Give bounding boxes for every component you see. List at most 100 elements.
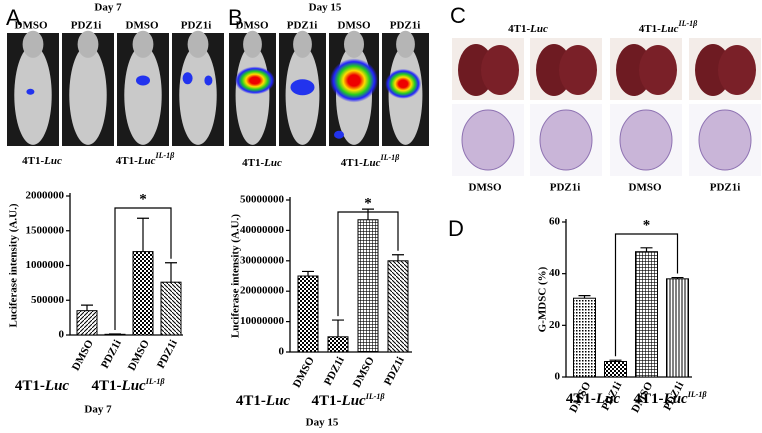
treatment-label: PDZ1i: [181, 20, 212, 32]
signal: [136, 75, 150, 86]
y-tick-label: 1000000: [26, 259, 65, 271]
label-part: Luc: [341, 393, 367, 409]
x-tick-label: PDZ1i: [99, 338, 124, 371]
section: [539, 109, 593, 171]
label-part: 4T1-: [242, 157, 264, 169]
panel-title: Day 15: [309, 2, 342, 14]
y-tick-label: 40: [549, 267, 561, 279]
group-label: 4T1-LucIL-1β: [312, 392, 386, 410]
label-part: Luc: [362, 157, 381, 169]
y-tick-label: 0: [555, 371, 561, 383]
label-superscript: IL-1β: [365, 392, 386, 401]
error-bar: [302, 270, 314, 276]
bar: [604, 361, 627, 378]
treatment-label: DMSO: [338, 20, 371, 32]
mouse-body: [179, 45, 217, 145]
panel-title: Day 7: [94, 2, 122, 14]
label-superscript: IL-1β: [379, 153, 400, 162]
mouse-body: [124, 45, 162, 145]
label-part: Luc: [137, 155, 156, 167]
bar: [297, 275, 319, 353]
y-tick-label: 2000000: [26, 190, 65, 202]
label-superscript: IL-1β: [154, 151, 175, 160]
panel-letter: B: [228, 5, 243, 30]
bar: [132, 251, 154, 336]
significance-label: *: [364, 195, 372, 211]
section: [619, 109, 673, 171]
significance-bracket: [614, 233, 679, 357]
bar: [573, 297, 596, 378]
panel-letter: C: [450, 3, 466, 28]
significance-label: *: [139, 191, 147, 207]
treatment-label: PDZ1i: [71, 20, 102, 32]
mouse-body: [14, 45, 52, 145]
lung: [718, 45, 756, 95]
treatment-label: DMSO: [469, 182, 502, 194]
label-part: 4T1-: [15, 378, 45, 394]
label-part: Luc: [265, 393, 291, 409]
group-label: 4T1-LucIL-1β: [92, 377, 166, 395]
label-part: Luc: [595, 391, 621, 407]
bar: [357, 219, 379, 353]
x-axis-label: Day 15: [306, 417, 339, 429]
label-part: Luc: [660, 23, 679, 35]
label-part: 4T1-: [508, 23, 530, 35]
treatment-label: DMSO: [236, 20, 269, 32]
signal: [26, 88, 35, 95]
label-part: Luc: [263, 157, 282, 169]
label-superscript: IL-1β: [145, 377, 166, 386]
x-tick-label: DMSO: [291, 355, 317, 390]
y-axis-label: Luciferase intensity (A.U.): [230, 214, 242, 338]
group-label: 4T1-LucIL-1β: [341, 153, 400, 169]
label-part: 4T1-: [22, 155, 44, 167]
bar: [327, 336, 349, 353]
section: [698, 109, 752, 171]
signal: [290, 79, 315, 96]
panel-letter: D: [448, 216, 464, 241]
treatment-label: DMSO: [629, 182, 662, 194]
label-superscript: IL-1β: [677, 19, 698, 28]
error-bar: [137, 217, 149, 252]
y-tick-label: 20000000: [240, 285, 285, 297]
mouse-head: [77, 30, 99, 58]
label-part: Luc: [663, 391, 689, 407]
group-label: 4T1-Luc: [508, 23, 548, 35]
mouse-head: [132, 30, 154, 58]
treatment-label: PDZ1i: [287, 20, 318, 32]
label-part: Luc: [43, 155, 62, 167]
mouse-body: [235, 45, 270, 145]
group-label: 4T1-Luc: [236, 393, 291, 409]
signal: [334, 130, 344, 139]
label-part: 4T1-: [639, 23, 661, 35]
error-bar: [578, 295, 591, 299]
y-tick-label: 50000000: [240, 194, 285, 206]
section: [461, 109, 515, 171]
mouse-body: [69, 45, 107, 145]
treatment-label: PDZ1i: [390, 20, 421, 32]
signal: [330, 58, 378, 103]
x-tick-label: DMSO: [351, 355, 377, 390]
group-label: 4T1-Luc: [566, 391, 621, 407]
label-part: 4T1-: [312, 393, 342, 409]
label-part: 4T1-: [92, 378, 122, 394]
mouse-head: [22, 30, 44, 58]
label-part: 4T1-: [236, 393, 266, 409]
label-superscript: IL-1β: [687, 390, 708, 399]
bar: [666, 278, 689, 378]
error-bar: [362, 208, 374, 220]
x-tick-label: PDZ1i: [322, 355, 347, 388]
treatment-label: DMSO: [126, 20, 159, 32]
label-part: Luc: [529, 23, 548, 35]
y-tick-label: 10000000: [240, 315, 285, 327]
error-bar: [165, 262, 177, 283]
group-label: 4T1-Luc: [242, 157, 282, 169]
mouse-head: [293, 30, 312, 58]
error-bar: [81, 304, 93, 311]
mouse-head: [187, 30, 209, 58]
label-part: 4T1-: [116, 155, 138, 167]
treatment-label: PDZ1i: [710, 182, 741, 194]
mouse-head: [396, 30, 415, 58]
signal: [182, 72, 193, 85]
mouse-head: [344, 30, 364, 58]
x-tick-label: DMSO: [70, 338, 96, 373]
